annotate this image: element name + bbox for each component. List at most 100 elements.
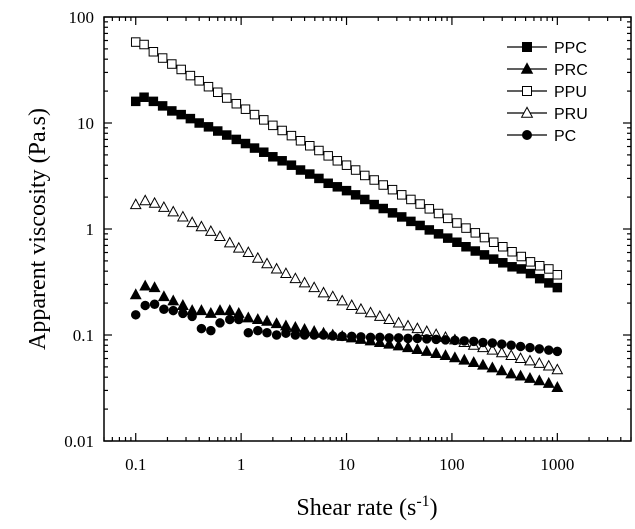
x-axis: 0.1 1 10 100 1000	[103, 17, 632, 474]
data-point	[479, 232, 490, 243]
data-point	[364, 306, 377, 318]
data-point	[225, 314, 235, 325]
data-point	[286, 130, 297, 141]
data-point	[433, 208, 444, 219]
legend-marker	[520, 62, 534, 74]
data-point	[439, 349, 452, 361]
data-point	[488, 237, 499, 247]
data-point	[176, 64, 186, 75]
data-point	[309, 330, 319, 340]
y-axis-title: Apparent viscosity (Pa.s)	[25, 108, 51, 350]
data-point	[356, 332, 366, 342]
data-point	[387, 208, 398, 218]
data-point	[424, 204, 435, 214]
data-point	[459, 336, 470, 346]
legend-item-ppu: PPU	[507, 84, 587, 101]
data-point	[420, 325, 433, 336]
data-point	[212, 126, 223, 136]
data-point	[259, 147, 269, 157]
data-point	[544, 264, 554, 274]
data-point	[314, 173, 324, 184]
data-point	[461, 223, 471, 233]
data-point	[442, 213, 453, 224]
data-point	[406, 194, 416, 205]
data-point	[157, 101, 168, 111]
data-point	[534, 344, 545, 354]
data-point	[431, 334, 441, 345]
data-point	[514, 369, 527, 381]
data-point	[139, 194, 152, 206]
data-point	[350, 190, 361, 200]
data-point	[203, 81, 214, 92]
data-point	[167, 59, 177, 69]
data-point	[448, 351, 461, 363]
data-point	[525, 268, 536, 279]
data-point	[326, 290, 339, 302]
data-point	[470, 246, 481, 256]
data-point	[486, 361, 499, 373]
data-point	[506, 340, 516, 351]
data-point	[206, 325, 216, 336]
data-point	[157, 290, 170, 302]
data-point	[139, 279, 152, 291]
data-point	[497, 339, 507, 349]
plot-frame	[103, 16, 632, 442]
data-point	[242, 246, 255, 258]
data-point	[551, 381, 564, 392]
data-point	[495, 364, 508, 376]
legend-label: PRC	[554, 62, 588, 79]
data-point	[516, 251, 527, 262]
data-point	[148, 96, 159, 107]
data-point	[286, 160, 297, 170]
data-point	[360, 194, 370, 205]
data-point	[375, 332, 385, 343]
data-point	[148, 196, 161, 208]
data-point	[129, 198, 142, 210]
data-point	[486, 343, 499, 355]
data-point	[194, 76, 204, 86]
data-point	[524, 354, 536, 366]
data-point	[341, 160, 352, 170]
data-point	[242, 311, 255, 323]
data-point	[378, 203, 388, 214]
series-pru	[129, 194, 564, 375]
data-point	[204, 306, 217, 318]
data-point	[289, 320, 302, 332]
y-tick-label: 10	[77, 114, 94, 133]
data-point	[525, 257, 536, 267]
data-point	[195, 304, 208, 316]
data-point	[212, 87, 223, 98]
data-point	[148, 281, 161, 293]
data-point	[214, 230, 226, 241]
data-point	[130, 310, 141, 320]
data-point	[552, 282, 563, 293]
data-point	[392, 316, 405, 328]
legend-marker	[522, 130, 532, 140]
data-point	[487, 338, 498, 348]
data-point	[542, 359, 555, 371]
data-point	[185, 70, 196, 81]
data-point	[176, 299, 189, 310]
data-point	[249, 109, 260, 120]
data-point	[157, 200, 170, 212]
legend: PPC PRC PPU PRU PC	[507, 40, 588, 145]
data-point	[140, 300, 150, 311]
data-point	[551, 363, 564, 375]
legend-item-pru: PRU	[507, 106, 588, 123]
data-point	[477, 358, 489, 370]
data-point	[194, 118, 204, 128]
data-point	[231, 134, 242, 145]
data-point	[461, 242, 471, 252]
data-point	[420, 345, 433, 356]
data-point	[406, 216, 416, 227]
data-point	[543, 345, 554, 355]
y-tick-label: 100	[69, 8, 95, 27]
series-ppc	[130, 92, 563, 293]
data-point	[268, 152, 278, 162]
data-point	[148, 47, 159, 57]
series-ppu	[130, 37, 563, 280]
data-point	[403, 333, 413, 344]
data-point	[308, 281, 321, 293]
data-point	[336, 294, 349, 306]
